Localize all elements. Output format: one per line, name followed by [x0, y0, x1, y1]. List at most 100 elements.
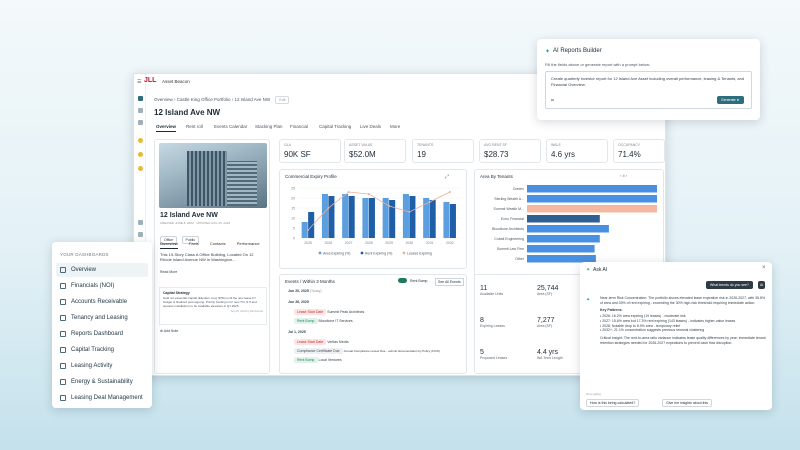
dashboard-item-financials[interactable]: Financials (NOI) [56, 279, 148, 293]
breadcrumb-item[interactable]: Castle King Office Portfolio [176, 97, 231, 102]
legend-swatch [318, 251, 322, 255]
grid-icon [60, 267, 66, 273]
reports-hint: Fill the fields above or generate report… [545, 62, 651, 67]
x-tick-label: 2031 [426, 241, 434, 245]
tab-financial[interactable]: Financial [290, 124, 309, 129]
tab-overview[interactable]: Overview [156, 124, 177, 132]
dashboard-item-leasing-deals[interactable]: Leasing Deal Management [56, 391, 148, 405]
ai-reports-builder: ✦ AI Reports Builder Fill the fields abo… [537, 39, 760, 120]
ai-response: Near-term Risk Concentration: The portfo… [600, 296, 766, 345]
dashboard-item-accounts-receivable[interactable]: Accounts Receivable [56, 295, 148, 309]
home-icon[interactable] [137, 96, 143, 101]
bar-area [527, 185, 657, 193]
x-tick-label: 2032 [446, 241, 454, 245]
see-all-events-button[interactable]: See All Events [435, 278, 464, 286]
stat-value: 11 [480, 285, 488, 292]
y-tick-label: Sterling Wealth A... [494, 197, 524, 201]
tab-rent-roll[interactable]: Rent roll [186, 124, 203, 129]
stat-label: Area (SF) [537, 324, 553, 328]
breadcrumb-item[interactable]: 12 Island Ave NW [234, 97, 271, 102]
hammer-icon [60, 347, 66, 353]
note-meta: Sep 25, 2024 by Mel Delmas [230, 309, 263, 313]
star-icon[interactable] [137, 166, 143, 171]
sparkle-icon: ✦ [586, 267, 591, 273]
subtab-facts[interactable]: Facts [188, 241, 199, 246]
stat-value: 5 [480, 349, 484, 356]
add-note-button[interactable]: ⊕ Add Note [160, 329, 179, 333]
response-bullet: 2032+: 21.1% concentration suggests prev… [602, 328, 705, 333]
event-row[interactable]: Lease Start Date Summit Peak Architects [294, 309, 364, 315]
bar-area-expiring [423, 198, 430, 238]
y-tick-label: Summit Law Firm [497, 247, 524, 251]
event-text: Annual Compliance review Due - submit do… [343, 349, 440, 353]
attach-icon[interactable]: ⌗ [551, 98, 554, 104]
chart-title: Commercial Expiry Profile [285, 174, 337, 179]
bell-icon[interactable] [137, 232, 143, 237]
kpi-label: OCCUPANCY [618, 143, 641, 147]
subtab-overview[interactable]: Overview [160, 241, 178, 249]
tab-capital-tracking[interactable]: Capital Tracking [319, 124, 352, 129]
suggestion-chip[interactable]: Give me insights about this [662, 399, 713, 407]
ask-ai-panel: ✦ Ask AI × What trends do you see? AI ✦ … [580, 262, 772, 410]
event-row[interactable]: Rent Bump Local Ventures [294, 357, 342, 363]
event-row[interactable]: Rent Bump Bloodtone IT Services [294, 318, 353, 324]
expand-icon[interactable]: ⤢ [445, 174, 450, 180]
x-tick-label: 2028 [365, 241, 373, 245]
event-date: Jun 20, 2025 (Today) [288, 289, 321, 293]
star-icon[interactable] [137, 138, 143, 143]
stat-value: 4.4 yrs [537, 349, 559, 356]
breadcrumb-item[interactable]: Overview [154, 97, 173, 102]
people-icon [60, 315, 66, 321]
dashboard-item-tenancy[interactable]: Tenancy and Leasing [56, 311, 148, 325]
close-icon[interactable]: × [762, 265, 766, 271]
stat-label: Expiring Leases [480, 324, 505, 328]
x-tick-label: 2027 [345, 241, 353, 245]
breadcrumb: Overview › Castle King Office Portfolio … [154, 96, 354, 104]
tab-live-deals[interactable]: Live Deals [360, 124, 382, 129]
bar-area [527, 225, 609, 233]
building-icon[interactable] [137, 108, 143, 113]
dashboard-item-reports[interactable]: Reports Dashboard [56, 327, 148, 341]
event-row[interactable]: Lease Start Date Veritas Media [294, 339, 348, 345]
expiry-chart: 25 20 15 10 5 0 2025 2026 2027 2028 2029 2030 2031 20… [291, 187, 460, 255]
sparkle-icon: ✦ [545, 49, 551, 55]
bar-rent-expiring [449, 204, 456, 238]
edit-button[interactable]: Edit [275, 96, 290, 104]
bar-area [527, 245, 595, 253]
tab-stacking-plan[interactable]: Stacking Plan [255, 124, 283, 129]
suggestion-chip[interactable]: How is this being calculated? [586, 399, 640, 407]
user-message: What trends do you see? [706, 281, 753, 289]
page-title: 12 Island Ave NW [154, 108, 221, 117]
stat-value: 7,277 [537, 317, 555, 324]
subtab-performance[interactable]: Performance [236, 241, 260, 246]
stat-label: Available Units [480, 292, 504, 296]
event-date: Jul 1, 2025 [288, 330, 306, 334]
dashboard-item-label: Energy & Sustainability [71, 378, 133, 385]
dashboard-item-energy[interactable]: Energy & Sustainability [56, 375, 148, 389]
subtab-contacts[interactable]: Contacts [209, 241, 226, 246]
point-leases-expiring [307, 229, 310, 231]
folder-icon[interactable] [137, 120, 143, 125]
report-prompt-input[interactable]: Create quarterly investor report for 12 … [545, 71, 752, 109]
handshake-icon [60, 395, 66, 401]
calendar-icon[interactable] [137, 220, 143, 225]
tab-events-calendar[interactable]: Events Calendar [214, 124, 248, 129]
dashboard-item-overview[interactable]: Overview [56, 263, 148, 277]
left-rail [134, 74, 146, 375]
dashboard-item-capital-tracking[interactable]: Capital Tracking [56, 343, 148, 357]
event-row[interactable]: Compliance Certificate Due Annual Compli… [294, 348, 464, 354]
menu-icon[interactable]: ☰ [137, 79, 142, 85]
y-tick-label: 25 [291, 187, 295, 191]
point-leases-expiring [347, 191, 350, 193]
kpi-label: WALE [551, 143, 561, 147]
star-icon[interactable] [137, 152, 143, 157]
y-tick-label: 15 [291, 207, 295, 211]
kpi-value: 19 [417, 150, 426, 159]
tab-more[interactable]: More [390, 124, 401, 129]
dashboard-item-leasing-activity[interactable]: Leasing Activity [56, 359, 148, 373]
generate-button[interactable]: Generate ➤ [717, 96, 744, 104]
rent-bump-toggle[interactable] [398, 278, 407, 283]
pager-icon[interactable]: ‹ 4 › [620, 173, 628, 178]
read-more-link[interactable]: Read More [160, 270, 178, 274]
y-tick-label: Cobalt Engineering [494, 237, 524, 241]
